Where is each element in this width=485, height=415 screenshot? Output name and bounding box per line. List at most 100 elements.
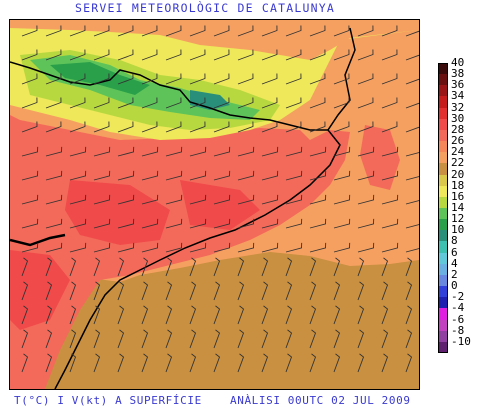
wind-barb (309, 242, 327, 253)
wind-barb (261, 257, 269, 277)
legend-label: -2 (451, 290, 465, 304)
wind-barb (333, 353, 341, 373)
wind-barb (405, 257, 413, 277)
wind-barb (21, 25, 38, 37)
legend-label: 22 (451, 156, 465, 170)
wind-barb (69, 194, 87, 205)
wind-barb (405, 224, 419, 229)
wind-barb (261, 97, 278, 109)
wind-barb (189, 25, 206, 37)
wind-barb (165, 170, 183, 181)
wind-barb (165, 194, 183, 205)
wind-barb (165, 25, 182, 37)
wind-barb (309, 170, 327, 181)
wind-barb (45, 281, 53, 301)
wind-barb (261, 194, 279, 205)
wind-barb (165, 121, 182, 133)
wind-barb (69, 218, 87, 229)
wind-barb (405, 305, 413, 325)
wind-barb (309, 49, 326, 61)
sea-zone-brown-2 (310, 180, 419, 260)
color-legend: 40 38 36 34 32 30 28 26 24 22 20 18 16 14 12 10 8 6 4 2 0 -2-… (438, 57, 485, 353)
wind-barb (213, 353, 221, 373)
sea-zone-brown (10, 252, 419, 389)
wind-barb (357, 281, 365, 301)
wind-barb (309, 305, 317, 325)
legend-label: -10 (451, 334, 471, 348)
wind-barb (357, 121, 374, 133)
wind-barb (333, 121, 350, 133)
wind-barb (405, 102, 419, 109)
sea-zone-red (360, 125, 400, 190)
legend-label: 20 (451, 167, 465, 181)
wind-barb (117, 73, 134, 85)
wind-barb (333, 146, 351, 157)
wind-barb (189, 73, 206, 85)
legend-item: 18 (438, 180, 485, 197)
border-line (10, 61, 328, 131)
wind-barb (141, 194, 159, 205)
wind-barb (237, 25, 254, 37)
wind-barb (189, 305, 197, 325)
wind-barb (237, 353, 245, 373)
wind-barb (117, 97, 134, 109)
temperature-wind-map (9, 19, 420, 390)
legend-swatch (438, 152, 448, 164)
wind-barb (117, 218, 135, 229)
wind-barb (117, 281, 125, 301)
wind-barb (237, 170, 255, 181)
wind-barb (381, 170, 399, 181)
wind-barb (189, 281, 197, 301)
wind-barb (93, 305, 101, 325)
wind-barb (357, 97, 374, 109)
wind-barb (45, 49, 62, 61)
wind-barb (357, 194, 375, 205)
legend-item: 6 (438, 247, 485, 264)
wind-barb (285, 329, 293, 349)
wind-barb (45, 218, 63, 229)
wind-barb (357, 257, 365, 277)
wind-barb (309, 218, 327, 229)
wind-barb (309, 194, 327, 205)
legend-swatch (438, 263, 448, 275)
wind-barb (237, 194, 255, 205)
legend-label: 4 (451, 256, 458, 270)
wind-barb (333, 305, 341, 325)
legend-swatch (438, 118, 448, 130)
wind-barb (405, 78, 419, 85)
wind-barb (21, 242, 39, 253)
wind-barb (165, 281, 173, 301)
wind-barb (189, 194, 207, 205)
wind-barb (213, 218, 231, 229)
legend-label: 8 (451, 234, 458, 248)
wind-barb (309, 97, 326, 109)
wind-barb (285, 218, 303, 229)
wind-barb (45, 121, 62, 133)
wind-barb (189, 257, 197, 277)
wind-barb (69, 121, 86, 133)
legend-label: 2 (451, 267, 458, 281)
wind-barb (309, 73, 326, 85)
wind-barb (333, 242, 351, 253)
legend-swatch (438, 252, 448, 264)
wind-barb (285, 257, 293, 277)
pyrenees-zone-darkgreen (50, 62, 150, 95)
wind-barb (237, 146, 255, 157)
wind-barb (261, 242, 279, 253)
wind-barb (21, 329, 29, 349)
legend-item: 8 (438, 235, 485, 253)
wind-barb (93, 242, 111, 253)
wind-barb (21, 73, 38, 85)
wind-barb (69, 170, 87, 181)
wind-barb (141, 281, 149, 301)
legend-item: 34 (438, 90, 485, 108)
wind-barb (285, 194, 303, 205)
wind-barb (285, 242, 303, 253)
wind-barb (285, 25, 302, 37)
wind-barb (381, 257, 389, 277)
wind-barb (141, 146, 159, 157)
wind-barb (141, 305, 149, 325)
legend-item: -6 (438, 314, 485, 331)
wind-barb (405, 329, 413, 349)
legend-swatch (438, 163, 448, 175)
